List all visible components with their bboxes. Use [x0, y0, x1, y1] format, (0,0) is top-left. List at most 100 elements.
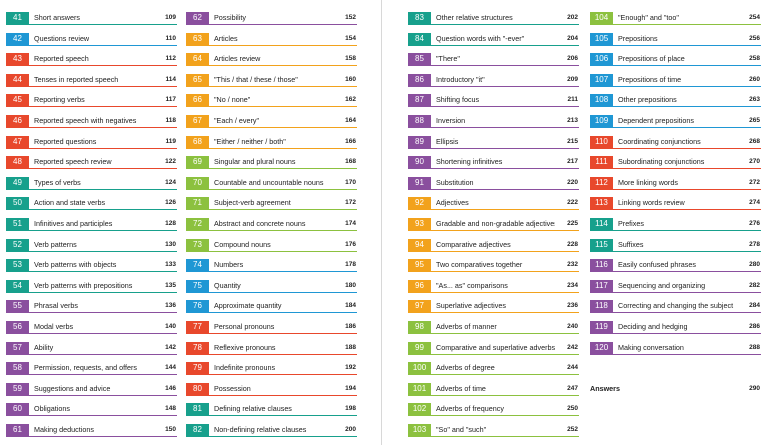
contents-entry[interactable]: 81 Defining relative clauses 198 [186, 402, 357, 417]
contents-entry[interactable]: 54 Verb patterns with prepositions 135 [6, 279, 177, 293]
contents-entry[interactable]: 114 Prefixes 276 [590, 217, 761, 231]
contents-entry[interactable]: 100 Adverbs of degree 244 [408, 361, 579, 376]
contents-entry[interactable]: 60 Obligations 148 [6, 402, 177, 417]
contents-entry[interactable]: 59 Suggestions and advice 146 [6, 382, 177, 396]
unit-title: More linking words [618, 177, 678, 187]
contents-entry[interactable]: 85 "There" 206 [408, 52, 579, 67]
contents-entry[interactable]: 50 Action and state verbs 126 [6, 196, 177, 211]
contents-entry[interactable]: 80 Possession 194 [186, 382, 357, 396]
contents-entry[interactable]: 48 Reported speech review 122 [6, 155, 177, 170]
contents-entry[interactable]: 43 Reported speech 112 [6, 52, 177, 67]
unit-page-number: 202 [567, 14, 578, 21]
contents-entry[interactable]: 83 Other relative structures 202 [408, 11, 579, 25]
unit-number-badge: 84 [408, 32, 431, 45]
contents-entry[interactable]: 41 Short answers 109 [6, 11, 177, 25]
contents-entry[interactable]: 79 Indefinite pronouns 192 [186, 361, 357, 376]
unit-title: Prepositions of time [618, 74, 682, 84]
contents-entry[interactable]: 67 "Each / every" 164 [186, 114, 357, 128]
contents-entry[interactable]: 61 Making deductions 150 [6, 423, 177, 437]
contents-entry[interactable]: 45 Reporting verbs 117 [6, 93, 177, 108]
contents-entry[interactable]: 110 Coordinating conjunctions 268 [590, 135, 761, 149]
contents-entry[interactable]: 42 Questions review 110 [6, 32, 177, 46]
contents-entry[interactable]: 96 "As... as" comparisons 234 [408, 279, 579, 293]
contents-entry[interactable]: 70 Countable and uncountable nouns 170 [186, 176, 357, 190]
contents-entry[interactable]: 74 Numbers 178 [186, 258, 357, 273]
contents-entry[interactable]: 113 Linking words review 274 [590, 196, 761, 211]
contents-entry[interactable]: 99 Comparative and superlative adverbs 242 [408, 341, 579, 355]
contents-entry[interactable]: 102 Adverbs of frequency 250 [408, 402, 579, 417]
contents-entry[interactable]: 90 Shortening infinitives 217 [408, 155, 579, 170]
contents-entry[interactable]: 49 Types of verbs 124 [6, 176, 177, 190]
contents-entry[interactable]: 92 Adjectives 222 [408, 196, 579, 211]
contents-entry[interactable]: 53 Verb patterns with objects 133 [6, 258, 177, 273]
unit-page-number: 150 [165, 426, 176, 433]
unit-title: "No / none" [214, 95, 251, 105]
contents-entry[interactable]: 46 Reported speech with negatives 118 [6, 114, 177, 128]
contents-entry[interactable]: 71 Subject-verb agreement 172 [186, 196, 357, 211]
contents-entry[interactable]: 98 Adverbs of manner 240 [408, 320, 579, 334]
contents-entry[interactable]: 56 Modal verbs 140 [6, 320, 177, 334]
unit-title: Prepositions [618, 33, 658, 43]
unit-number-badge: 119 [590, 321, 613, 333]
contents-entry[interactable]: 86 Introductory "it" 209 [408, 73, 579, 87]
unit-number-badge: 69 [186, 156, 209, 169]
contents-entry[interactable]: 97 Superlative adjectives 236 [408, 299, 579, 314]
contents-entry[interactable]: 64 Articles review 158 [186, 52, 357, 67]
contents-entry[interactable]: 106 Prepositions of place 258 [590, 52, 761, 67]
contents-entry[interactable]: 115 Suffixes 278 [590, 238, 761, 252]
contents-entry[interactable]: 72 Abstract and concrete nouns 174 [186, 217, 357, 231]
contents-entry[interactable]: 109 Dependent prepositions 265 [590, 114, 761, 128]
contents-entry[interactable]: 47 Reported questions 119 [6, 135, 177, 149]
contents-entry[interactable]: 73 Compound nouns 176 [186, 238, 357, 252]
contents-entry[interactable]: 101 Adverbs of time 247 [408, 382, 579, 396]
contents-entry[interactable]: 69 Singular and plural nouns 168 [186, 155, 357, 170]
contents-entry[interactable]: 66 "No / none" 162 [186, 93, 357, 108]
unit-page-number: 232 [567, 261, 578, 269]
contents-entry[interactable]: 108 Other prepositions 263 [590, 93, 761, 108]
contents-entry[interactable]: 103 "So" and "such" 252 [408, 423, 579, 437]
unit-page-number: 268 [749, 137, 760, 145]
contents-entry[interactable]: 119 Deciding and hedging 286 [590, 320, 761, 334]
contents-entry[interactable]: 93 Gradable and non-gradable adjectives 22… [408, 217, 579, 231]
contents-entry[interactable]: 112 More linking words 272 [590, 176, 761, 190]
contents-entry[interactable]: 62 Possibility 152 [186, 11, 357, 25]
contents-entry[interactable]: 107 Prepositions of time 260 [590, 73, 761, 87]
contents-entry[interactable]: 75 Quantity 180 [186, 279, 357, 293]
contents-entry[interactable]: 120 Making conversation 288 [590, 341, 761, 355]
contents-entry[interactable]: 51 Infinitives and participles 128 [6, 217, 177, 231]
answers-entry[interactable]: Answers 290 [590, 382, 761, 396]
unit-number-badge: 98 [408, 321, 431, 333]
unit-page-number: 280 [749, 261, 760, 269]
contents-entry[interactable]: 65 "This / that / these / those" 160 [186, 73, 357, 87]
contents-entry[interactable]: 118 Correcting and changing the subject 28… [590, 299, 761, 314]
contents-entry[interactable]: 84 Question words with "-ever" 204 [408, 32, 579, 46]
contents-entry[interactable]: 91 Substitution 220 [408, 176, 579, 190]
unit-page-number: 240 [567, 323, 578, 330]
contents-entry[interactable]: 63 Articles 154 [186, 32, 357, 46]
unit-page-number: 213 [567, 117, 578, 124]
contents-entry[interactable]: 95 Two comparatives together 232 [408, 258, 579, 273]
contents-entry[interactable]: 76 Approximate quantity 184 [186, 299, 357, 314]
contents-entry[interactable]: 58 Permission, requests, and offers 144 [6, 361, 177, 376]
contents-entry[interactable]: 68 "Either / neither / both" 166 [186, 135, 357, 149]
unit-page-number: 164 [345, 117, 356, 124]
contents-entry[interactable]: 52 Verb patterns 130 [6, 238, 177, 252]
contents-entry[interactable]: 111 Subordinating conjunctions 270 [590, 155, 761, 170]
contents-entry[interactable]: 78 Reflexive pronouns 188 [186, 341, 357, 355]
unit-page-number: 274 [749, 199, 760, 207]
contents-entry[interactable]: 88 Inversion 213 [408, 114, 579, 128]
contents-entry[interactable]: 44 Tenses in reported speech 114 [6, 73, 177, 87]
contents-entry[interactable]: 94 Comparative adjectives 228 [408, 238, 579, 252]
contents-entry[interactable]: 87 Shifting focus 211 [408, 93, 579, 108]
unit-page-number: 119 [165, 137, 177, 145]
unit-title: Adverbs of time [436, 383, 486, 393]
contents-entry[interactable]: 104 "Enough" and "too" 254 [590, 11, 761, 25]
contents-entry[interactable]: 82 Non-defining relative clauses 200 [186, 423, 357, 437]
contents-entry[interactable]: 105 Prepositions 256 [590, 32, 761, 46]
contents-entry[interactable]: 57 Ability 142 [6, 341, 177, 355]
contents-entry[interactable]: 117 Sequencing and organizing 282 [590, 279, 761, 293]
contents-entry[interactable]: 55 Phrasal verbs 136 [6, 299, 177, 314]
contents-entry[interactable]: 89 Ellipsis 215 [408, 135, 579, 149]
contents-entry[interactable]: 116 Easily confused phrases 280 [590, 258, 761, 273]
contents-entry[interactable]: 77 Personal pronouns 186 [186, 320, 357, 334]
